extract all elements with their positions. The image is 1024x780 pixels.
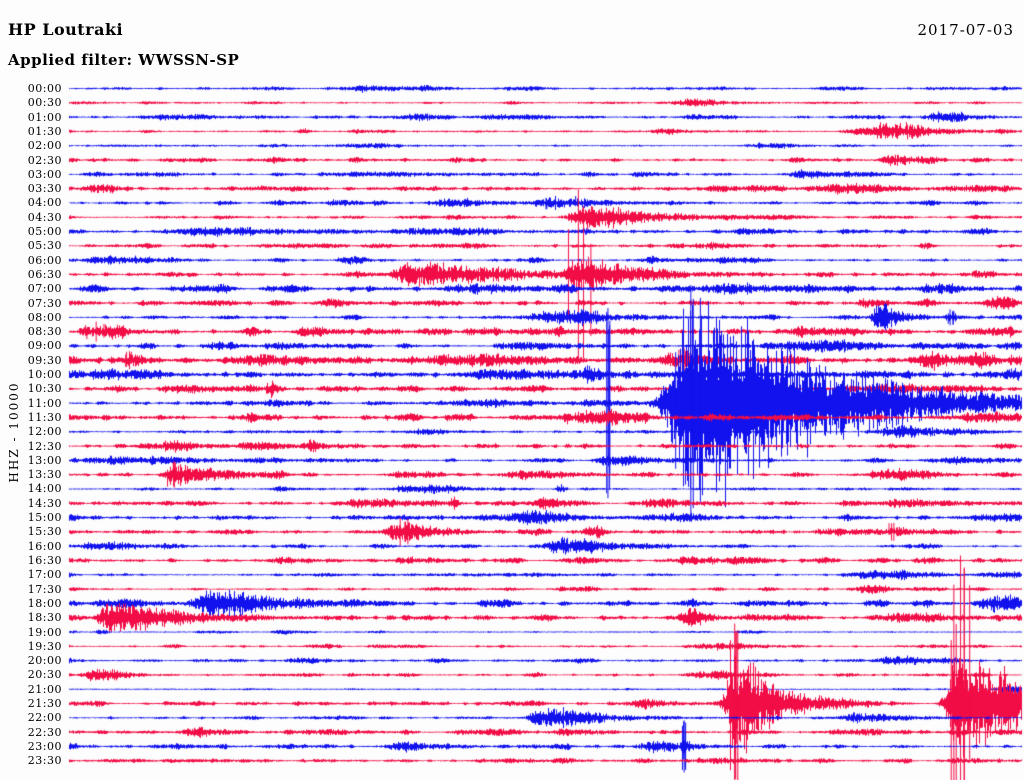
time-label: 09:30	[27, 353, 62, 367]
time-label: 01:30	[27, 124, 62, 138]
time-label: 23:00	[27, 739, 62, 753]
time-label: 02:00	[27, 139, 62, 153]
time-label: 20:00	[27, 654, 62, 668]
time-label: 15:30	[27, 525, 62, 539]
time-label: 01:00	[27, 110, 62, 124]
time-label: 05:00	[27, 225, 62, 239]
time-label: 07:30	[27, 296, 62, 310]
time-label: 06:30	[27, 267, 62, 281]
time-label: 03:00	[27, 167, 62, 181]
time-label: 19:30	[27, 639, 62, 653]
time-label: 04:00	[27, 196, 62, 210]
time-label: 12:00	[27, 425, 62, 439]
time-label: 21:30	[27, 697, 62, 711]
time-label: 06:00	[27, 253, 62, 267]
time-label: 11:00	[27, 396, 62, 410]
time-label: 18:30	[27, 611, 62, 625]
time-label: 00:30	[27, 96, 62, 110]
time-label: 04:30	[27, 210, 62, 224]
time-label: 16:00	[27, 539, 62, 553]
time-label: 09:00	[27, 339, 62, 353]
time-label: 00:00	[27, 82, 62, 95]
time-label: 14:00	[27, 482, 62, 496]
time-label: 08:30	[27, 325, 62, 339]
station-title: HP Loutraki	[8, 20, 124, 39]
time-label: 14:30	[27, 496, 62, 510]
time-label: 10:00	[27, 368, 62, 382]
time-label: 05:30	[27, 239, 62, 253]
time-label: 13:00	[27, 453, 62, 467]
time-label: 10:30	[27, 382, 62, 396]
time-label: 22:30	[27, 725, 62, 739]
time-label: 16:30	[27, 553, 62, 567]
time-label: 18:00	[27, 596, 62, 610]
time-label: 22:00	[27, 711, 62, 725]
time-label: 19:00	[27, 625, 62, 639]
time-label: 20:30	[27, 668, 62, 682]
plot-date: 2017-07-03	[917, 21, 1014, 39]
time-label: 13:30	[27, 468, 62, 482]
time-label: 15:00	[27, 511, 62, 525]
time-label: 21:00	[27, 682, 62, 696]
time-label: 23:30	[27, 754, 62, 768]
time-label: 17:00	[27, 568, 62, 582]
time-label: 07:00	[27, 282, 62, 296]
time-label: 11:30	[27, 410, 62, 424]
time-label: 17:30	[27, 582, 62, 596]
time-label: 12:30	[27, 439, 62, 453]
time-label: 02:30	[27, 153, 62, 167]
time-label: 03:30	[27, 182, 62, 196]
filter-label: Applied filter: WWSSN-SP	[8, 51, 240, 69]
time-label: 08:00	[27, 310, 62, 324]
